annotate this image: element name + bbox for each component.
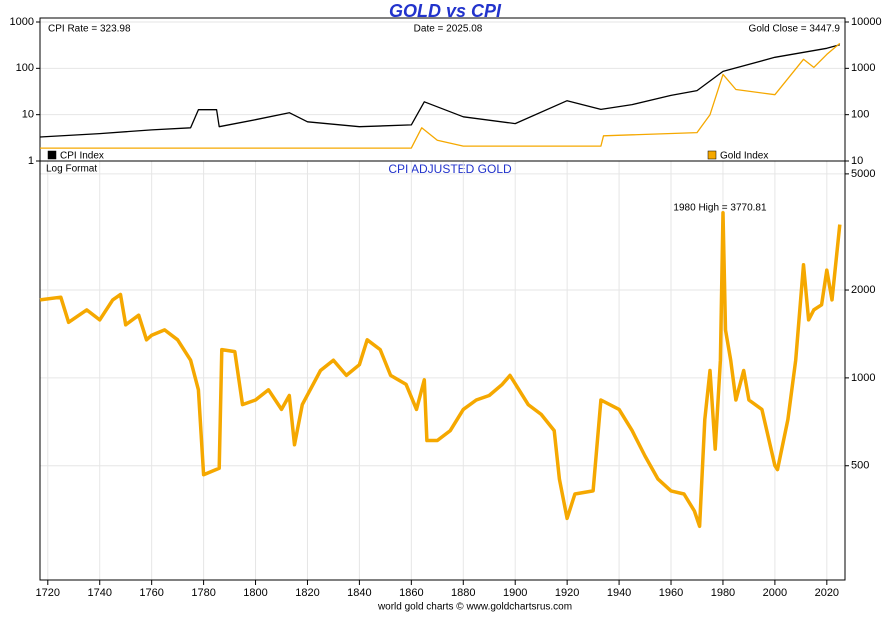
legend-swatch (707, 150, 717, 160)
y2-tick-label: 100 (851, 109, 869, 121)
line-series (40, 42, 841, 149)
x-tick-label: 1720 (36, 587, 60, 599)
annotation: 1980 High = 3770.81 (673, 203, 767, 214)
annotation: Gold Close = 3447.9 (749, 24, 841, 35)
line-series (39, 44, 840, 138)
x-tick-label: 1880 (451, 587, 475, 599)
annotation: CPI Rate = 323.98 (48, 24, 131, 35)
x-tick-label: 1940 (607, 587, 631, 599)
y-tick-label: 1000 (10, 16, 34, 28)
x-tick-label: 1760 (139, 587, 163, 599)
y2-tick-label: 1000 (851, 62, 875, 74)
y-tick-label: 1000 (851, 372, 875, 384)
x-tick-label: 2000 (763, 587, 787, 599)
x-tick-label: 1860 (399, 587, 423, 599)
legend-swatch (47, 150, 57, 160)
legend-label: Gold Index (720, 151, 768, 162)
y-tick-label: 1 (28, 155, 34, 167)
annotation: Log Format (46, 164, 97, 175)
legend-label: CPI Index (60, 151, 104, 162)
x-tick-label: 1920 (555, 587, 579, 599)
y-tick-label: 500 (851, 460, 869, 472)
y-tick-label: 10 (22, 109, 34, 121)
x-tick-label: 1820 (295, 587, 319, 599)
x-tick-label: 1960 (659, 587, 683, 599)
x-tick-label: 1780 (191, 587, 215, 599)
x-tick-label: 1800 (243, 587, 267, 599)
x-tick-label: 1900 (503, 587, 527, 599)
y2-tick-label: 10000 (851, 16, 882, 28)
y-tick-label: 2000 (851, 284, 875, 296)
y2-tick-label: 10 (851, 155, 863, 167)
x-tick-label: 1980 (711, 587, 735, 599)
plot-frame (39, 160, 846, 581)
chart-title: GOLD vs CPI (389, 1, 502, 21)
x-tick-label: 1740 (87, 587, 111, 599)
annotation: Date = 2025.08 (414, 24, 483, 35)
x-tick-label: 1840 (347, 587, 371, 599)
panel-title: CPI ADJUSTED GOLD (388, 162, 512, 176)
x-tick-label: 2020 (815, 587, 839, 599)
line-series (39, 210, 842, 529)
y-tick-label: 100 (16, 62, 34, 74)
y-tick-label: 5000 (851, 168, 875, 180)
source: world gold charts © www.goldchartsrus.co… (377, 602, 572, 613)
